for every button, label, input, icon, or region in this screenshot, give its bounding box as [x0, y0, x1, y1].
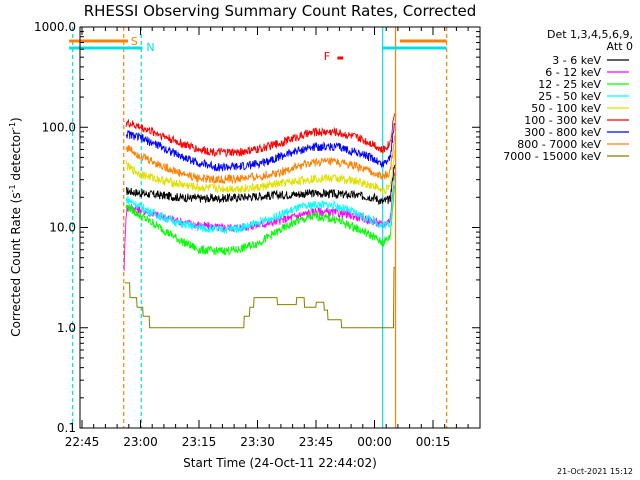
legend-entry-label: 6 - 12 keV — [545, 66, 601, 79]
series-line-7000-15000-kev — [124, 266, 395, 329]
series-line-100-300-kev — [125, 113, 396, 159]
x-tick-label: 23:15 — [182, 435, 217, 449]
series-line-3-6-kev — [125, 165, 396, 205]
chart-title: RHESSI Observing Summary Count Rates, Co… — [84, 2, 477, 20]
legend-entry-label: 12 - 25 keV — [538, 78, 601, 91]
x-tick-label: 00:00 — [357, 435, 392, 449]
x-axis-label: Start Time (24-Oct-11 22:44:02) — [183, 456, 377, 470]
y-tick-label: 1.0 — [57, 321, 76, 335]
y-axis-label-end: ) — [9, 117, 23, 122]
series-layer — [123, 113, 396, 329]
legend-entry-label: 300 - 800 keV — [524, 126, 601, 139]
y-axis-label: Corrected Count Rate (s-1 detector-1) — [8, 117, 23, 336]
s-flag-label: S — [131, 35, 138, 48]
y-axis-label-middle: detector — [9, 130, 23, 185]
n-flag-label: N — [146, 41, 154, 54]
series-line-25-50-kev — [125, 175, 396, 235]
series-line-12-25-kev — [125, 185, 396, 257]
legend-header-line: Att 0 — [607, 40, 633, 53]
legend-entry-label: 25 - 50 keV — [538, 90, 601, 103]
x-tick-label: 00:15 — [416, 435, 451, 449]
legend-entry-label: 100 - 300 keV — [524, 114, 601, 127]
y-axis-label-exponent-2: -1 — [8, 122, 17, 130]
y-tick-label: 10.0 — [49, 221, 76, 235]
legend-entry-label: 7000 - 15000 keV — [503, 150, 601, 163]
y-axis-label-main: Corrected Count Rate (s — [9, 192, 23, 336]
y-tick-label: 0.1 — [57, 421, 76, 435]
series-line-800-7000-kev — [125, 135, 396, 185]
x-tick-label: 22:45 — [65, 435, 100, 449]
legend-entry-label: 800 - 7000 keV — [517, 138, 601, 151]
series-line-300-800-kev — [125, 123, 396, 172]
annotation-layer: S N F — [69, 27, 448, 428]
axes-layer: 1000.0 100.0 10.0 1.0 0.122:45 23:00 23:15 23:3… — [34, 20, 481, 449]
series-line-50-100-kev — [125, 149, 396, 196]
f-flag-label: F — [324, 50, 330, 63]
legend-header-line: Det 1,3,4,5,6,9, — [547, 28, 633, 41]
y-axis-label-exponent-1: -1 — [8, 184, 17, 192]
y-tick-label: 100.0 — [42, 120, 76, 134]
x-tick-label: 23:00 — [123, 435, 158, 449]
x-tick-label: 23:45 — [299, 435, 334, 449]
legend-entry-label: 3 - 6 keV — [552, 54, 601, 67]
x-tick-label: 23:30 — [240, 435, 275, 449]
legend-entry-label: 50 - 100 keV — [531, 102, 601, 115]
y-tick-label: 1000.0 — [34, 20, 76, 34]
timestamp: 21-Oct-2021 15:12 — [557, 467, 633, 476]
